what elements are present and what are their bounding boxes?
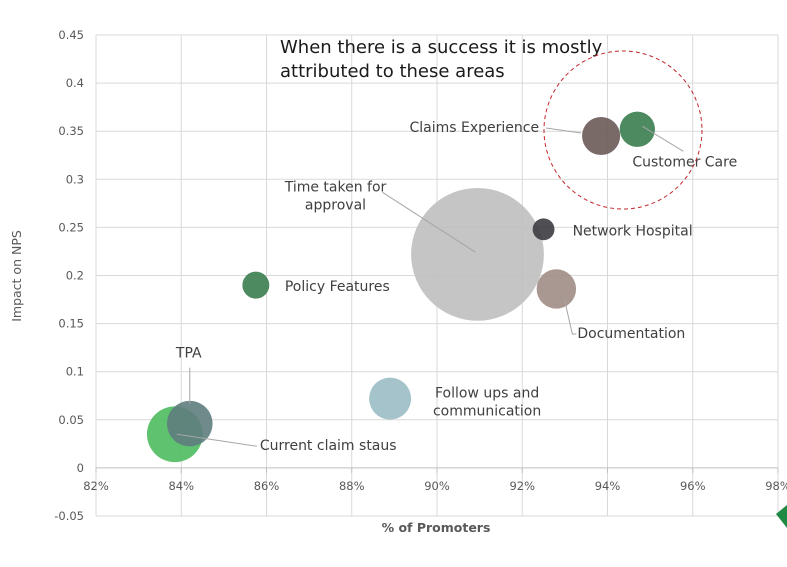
bubble-label-line: Network Hospital xyxy=(573,223,693,239)
leader-lines xyxy=(176,125,684,447)
annotation-line-1: When there is a success it is mostly xyxy=(280,37,603,58)
bubble-label-line: TPA xyxy=(175,346,202,362)
bubble-label: Network Hospital xyxy=(573,223,693,239)
x-tick-label: 86% xyxy=(254,479,280,493)
x-axis-title: % of Promoters xyxy=(382,520,491,535)
bubble-label: Customer Care xyxy=(632,154,737,170)
bubble-label: Claims Experience xyxy=(410,120,540,136)
bubble-label-line: Time taken for xyxy=(284,179,387,195)
x-tick-label: 98% xyxy=(765,479,787,493)
bubble-label: Follow ups and communication xyxy=(433,386,541,420)
bubble[interactable] xyxy=(167,400,213,447)
bubble[interactable] xyxy=(536,269,577,309)
x-tick-label: 88% xyxy=(339,479,365,493)
bubble-label: Time taken for approval xyxy=(284,179,387,213)
x-tick-label: 84% xyxy=(168,479,194,493)
bubble[interactable] xyxy=(411,187,544,321)
leader-line xyxy=(546,127,582,134)
leader-line xyxy=(382,191,476,253)
bubble-label-line: Documentation xyxy=(577,326,685,342)
y-tick-label: 0.1 xyxy=(66,365,84,379)
annotation-line-2: attributed to these areas xyxy=(280,61,505,82)
y-tick-label: 0.4 xyxy=(66,76,84,90)
bubble[interactable] xyxy=(532,218,555,241)
bubble-label: Documentation xyxy=(577,326,685,342)
leader-line xyxy=(176,433,257,447)
y-axis-title: Impact on NPS xyxy=(9,230,24,322)
leader-line xyxy=(642,125,684,152)
y-tick-label: 0.45 xyxy=(58,28,84,42)
highlight-circle xyxy=(543,50,703,210)
y-tick-label: 0.3 xyxy=(66,172,84,186)
y-tick-label: 0.15 xyxy=(58,317,84,331)
axes: -0.05 0 0.05 0.1 0.15 0.2 0.25 0.3 0.35 0.4 0.45 82… xyxy=(54,28,787,523)
bubble-label: Current claim staus xyxy=(260,438,397,454)
bubble[interactable] xyxy=(369,377,412,420)
y-tick-label: 0.35 xyxy=(58,124,84,138)
bubble-label-line: approval xyxy=(305,197,366,213)
bubble-label-line: Policy Features xyxy=(285,279,390,295)
bubble[interactable] xyxy=(619,111,655,147)
bubble-label-line: Follow ups and xyxy=(435,386,539,402)
bubble-labels: Claims Experience Customer Care Time taken… xyxy=(175,120,737,454)
y-tick-label: 0.2 xyxy=(66,269,84,283)
bubble[interactable] xyxy=(582,116,621,156)
x-tick-label: 94% xyxy=(595,479,621,493)
x-tick-label: 82% xyxy=(83,479,109,493)
y-tick-label: 0.25 xyxy=(58,220,84,234)
x-tick-label: 96% xyxy=(680,479,706,493)
annotation: When there is a success it is mostly att… xyxy=(280,37,703,210)
x-tick-label: 90% xyxy=(424,479,450,493)
bubble-label-line: Claims Experience xyxy=(410,120,540,136)
bubble-label-line: communication xyxy=(433,404,541,420)
bubbles xyxy=(146,111,655,463)
y-tick-label: -0.05 xyxy=(54,509,84,523)
x-tick-label: 92% xyxy=(509,479,535,493)
bubble[interactable] xyxy=(242,271,270,299)
bubble-label: TPA xyxy=(175,346,202,362)
leader-line xyxy=(563,298,577,335)
bubble-label-line: Current claim staus xyxy=(260,438,397,454)
y-tick-label: 0 xyxy=(77,461,84,475)
bubble-label: Policy Features xyxy=(285,279,390,295)
corner-resize-handle[interactable] xyxy=(776,505,787,528)
y-tick-label: 0.05 xyxy=(58,413,84,427)
bubble-label-line: Customer Care xyxy=(632,154,737,170)
